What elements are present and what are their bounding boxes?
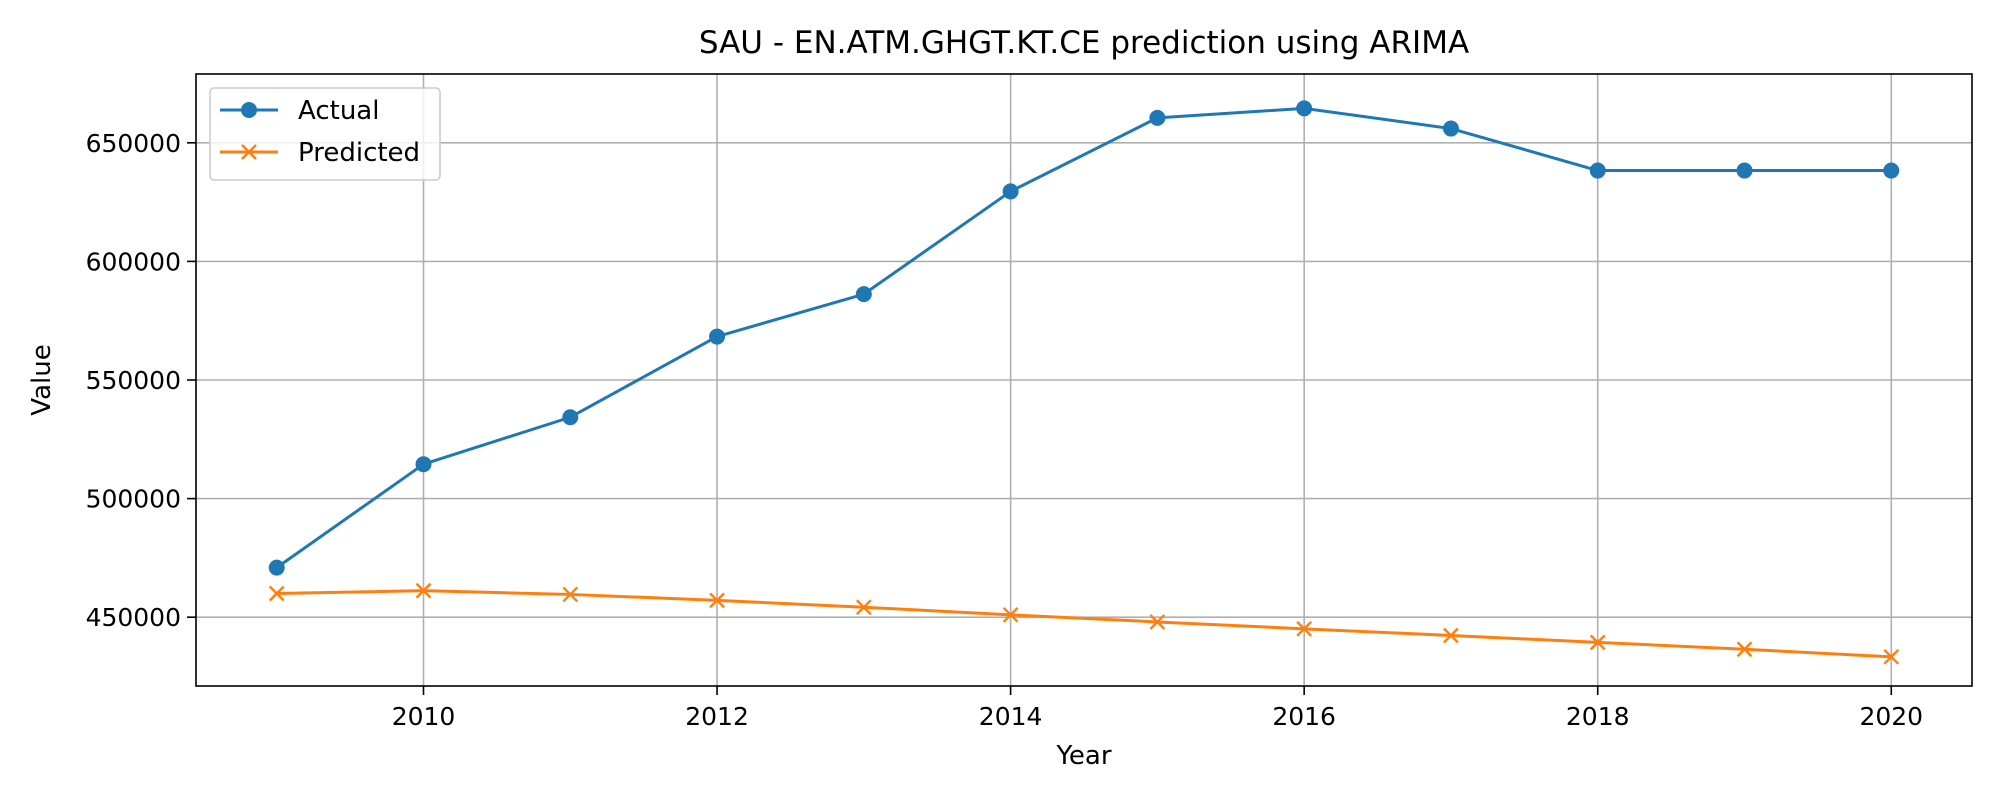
y-axis: 450000 500000 550000 600000 650000 — [86, 129, 196, 632]
x-tick-label: 2014 — [979, 702, 1043, 731]
data-point-predicted — [1443, 627, 1459, 644]
data-point-actual — [1442, 120, 1459, 137]
y-tick-label: 500000 — [86, 485, 181, 514]
data-point-actual — [709, 328, 726, 345]
grid — [196, 74, 1972, 686]
series-line-actual — [275, 106, 1892, 569]
data-point-predicted — [268, 585, 285, 602]
x-tick-label: 2018 — [1566, 702, 1630, 731]
y-tick-label: 650000 — [86, 129, 181, 158]
legend-label-actual: Actual — [298, 96, 379, 126]
data-point-actual — [1589, 162, 1606, 179]
data-point-predicted — [562, 586, 579, 603]
data-point-actual — [415, 456, 432, 473]
plot-area — [268, 100, 1900, 665]
series-line-predicted — [276, 589, 1892, 659]
data-point-predicted — [1883, 648, 1900, 665]
x-tick-label: 2010 — [392, 702, 456, 731]
data-point-actual — [268, 559, 285, 576]
x-tick-label: 2020 — [1859, 702, 1923, 731]
data-point-predicted — [855, 599, 872, 616]
legend: Actual Predicted — [209, 87, 441, 181]
x-axis-label: Year — [1055, 741, 1111, 771]
series-predicted — [268, 582, 1900, 665]
x-axis: 2010 2012 2014 2016 2018 2020 — [392, 686, 1923, 731]
data-point-actual — [1296, 100, 1313, 117]
data-point-predicted — [1736, 641, 1753, 658]
data-point-predicted — [1296, 620, 1313, 637]
x-tick-label: 2012 — [685, 702, 749, 731]
data-point-actual — [855, 286, 872, 303]
y-tick-label: 600000 — [86, 247, 181, 276]
data-point-predicted — [1002, 606, 1019, 623]
chart-title: SAU - EN.ATM.GHGT.KT.CE prediction using… — [699, 25, 1469, 61]
data-point-actual — [1883, 162, 1900, 179]
legend-marker-actual — [241, 102, 257, 118]
data-point-predicted — [1149, 614, 1166, 630]
data-point-actual — [1149, 109, 1166, 126]
data-point-actual — [562, 409, 579, 426]
legend-marker-predicted — [241, 144, 257, 160]
data-point-actual — [1002, 183, 1019, 200]
x-tick-label: 2016 — [1272, 702, 1336, 731]
y-axis-label: Value — [27, 344, 57, 415]
legend-label-predicted: Predicted — [298, 138, 420, 168]
data-point-predicted — [1589, 634, 1606, 651]
data-point-predicted — [709, 592, 725, 609]
y-tick-label: 450000 — [86, 603, 181, 632]
data-point-predicted — [415, 582, 432, 599]
series-actual — [268, 100, 1900, 576]
data-point-actual — [1736, 162, 1753, 179]
y-tick-label: 550000 — [86, 366, 181, 395]
